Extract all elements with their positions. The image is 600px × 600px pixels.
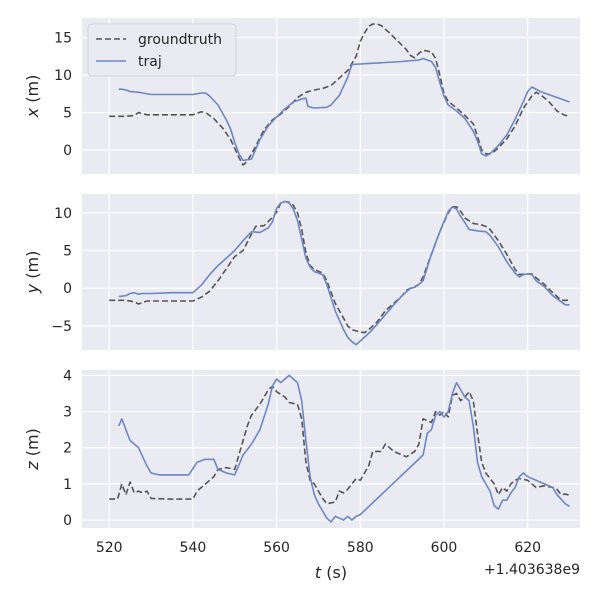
y-tick-label: 15 [54,31,72,47]
y-tick-label: 4 [63,368,72,384]
x-tick-label: 620 [514,540,541,556]
y-axis-label: x (m) [23,75,42,119]
x-tick-label: 600 [431,540,458,556]
legend-label-groundtruth: groundtruth [138,32,222,48]
y-tick-label: 2 [63,441,72,457]
y-tick-label: 10 [54,68,72,84]
y-tick-label: 3 [63,405,72,421]
series-line-groundtruth [109,23,570,166]
x-tick-label: 560 [263,540,290,556]
y-tick-label: 0 [63,513,72,529]
series-line-groundtruth [109,385,570,505]
x-tick-label: 540 [180,540,207,556]
panel-z: 0 1 2 3 4 z (m) 520 540 560 580 600 620 t (s) +1.4036… [23,368,580,582]
y-axis-label: z (m) [23,428,42,471]
y-tick-label: 10 [54,206,72,222]
y-tick-label: 0 [63,281,72,297]
series-line-traj [118,200,570,346]
x-tick-label: 520 [96,540,123,556]
x-tick-label: 580 [347,540,374,556]
x-axis-label: t (s) [315,563,347,582]
y-tick-label: 5 [63,106,72,122]
panel-y: −5 0 5 10 y (m) [23,194,580,350]
series-line-traj [118,374,570,523]
y-tick-label: 1 [63,477,72,493]
y-tick-label: −5 [51,319,72,335]
y-tick-label: 5 [63,244,72,260]
legend: groundtruth traj [87,23,237,77]
legend-label-traj: traj [138,54,162,70]
y-axis-label: y (m) [23,251,42,295]
series-line-traj [118,57,570,162]
panel-z-background [82,370,580,528]
panel-x: 0 5 10 15 x (m) groundtruth traj [23,18,580,174]
x-offset-label: +1.403638e9 [484,562,580,578]
y-tick-label: 0 [63,143,72,159]
series-line-groundtruth [109,200,570,334]
panel-y-background [82,194,580,350]
legend-box [87,23,237,77]
